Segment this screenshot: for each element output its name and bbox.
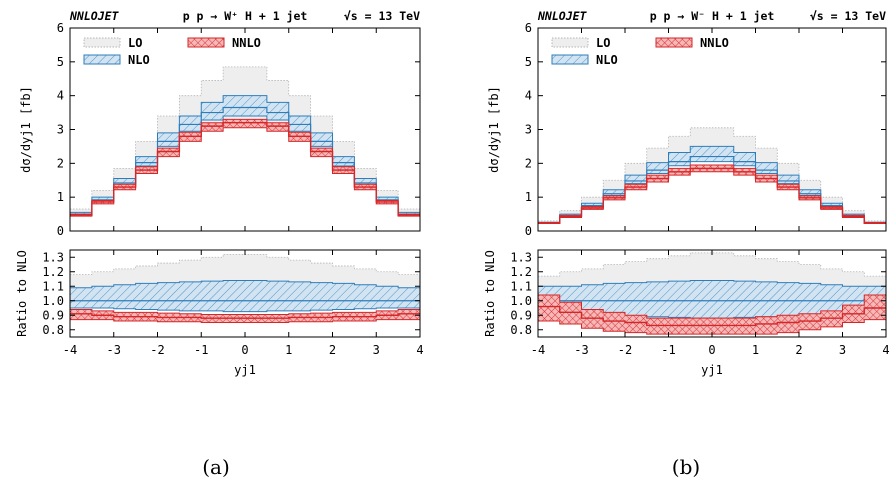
legend-nlo-hatch [552,55,588,64]
x-tick-label: -1 [194,343,208,357]
legend-nnlo-label: NNLO [700,36,729,50]
legend-lo-swatch [83,37,121,48]
x-tick-label: 0 [241,343,248,357]
x-tick-label: -4 [63,343,77,357]
main-plot-area [70,66,420,217]
energy-label: √s = 13 TeV [810,9,886,23]
x-tick-label: 2 [329,343,336,357]
ratio-y-tick-label: 0.8 [42,323,64,337]
y-tick-label: 0 [57,224,64,238]
ratio-y-tick-label: 1.0 [42,294,64,308]
brand-label: NNLOJET [69,9,120,23]
nlo-hatch [70,95,420,215]
ratio-y-tick-label: 1.1 [42,279,64,293]
ratio-nnlo-hatch [538,294,886,335]
x-axis-label: yj1 [234,363,256,377]
x-tick-label: 2 [795,343,802,357]
x-tick-label: -1 [661,343,675,357]
ratio-y-tick-label: 1.2 [510,265,532,279]
ratio-nnlo-line [70,313,420,319]
y-tick-label: 0 [525,224,532,238]
y-tick-label: 3 [57,123,64,137]
y-tick-label: 1 [57,190,64,204]
nnlo-hatch [70,119,420,217]
legend-nlo-label: NLO [128,53,150,67]
ratio-y-axis-label: Ratio to NLO [15,250,29,337]
nnlo-central-line [538,167,886,224]
x-tick-label: -2 [618,343,632,357]
ratio-nlo-hatch [538,280,886,319]
x-tick-label: 1 [285,343,292,357]
y-tick-label: 4 [525,89,532,103]
lo-band [70,66,420,217]
y-tick-label: 4 [57,89,64,103]
ratio-y-axis-label: Ratio to NLO [483,250,497,337]
ratio-y-tick-label: 1.3 [42,250,64,264]
nnlo-central-line [70,122,420,216]
x-tick-label: 0 [708,343,715,357]
x-tick-label: 3 [839,343,846,357]
nnlo-hatch [538,165,886,224]
x-tick-label: -2 [150,343,164,357]
panel-a: NNLOJET p p → W⁺ H + 1 jet √s = 13 TeV 0 1 2 3… [15,9,424,479]
ratio-y-tick-label: 0.9 [42,308,64,322]
x-tick-label: 4 [416,343,423,357]
panel-caption: (a) [202,455,230,479]
legend-nnlo-label: NNLO [232,36,261,50]
nnlo-band [70,118,420,217]
panel-caption: (b) [672,455,700,479]
energy-label: √s = 13 TeV [344,9,420,23]
legend-nlo-label: NLO [596,53,618,67]
y-tick-label: 6 [525,21,532,35]
y-axis-label: dσ/dyj1 [fb] [487,86,501,173]
ratio-y-tick-label: 0.8 [510,323,532,337]
y-axis-label: dσ/dyj1 [fb] [19,86,33,173]
y-tick-label: 6 [57,21,64,35]
ratio-nlo-hatch [70,280,420,312]
legend-nlo-hatch [84,55,120,64]
legend-lo-swatch [551,37,589,48]
nnlo-band [538,164,886,225]
brand-label: NNLOJET [537,9,588,23]
ratio-plot-area [538,252,886,335]
y-tick-label: 2 [57,156,64,170]
x-tick-label: -3 [574,343,588,357]
x-axis-label: yj1 [701,363,723,377]
ratio-y-tick-label: 0.9 [510,308,532,322]
legend-lo-label: LO [128,36,142,50]
ratio-y-tick-label: 1.1 [510,279,532,293]
x-tick-label: -3 [107,343,121,357]
process-label: p p → W⁻ H + 1 jet [650,9,775,23]
y-tick-label: 5 [525,55,532,69]
x-tick-label: 1 [752,343,759,357]
ratio-y-tick-label: 1.0 [510,294,532,308]
x-tick-label: 4 [882,343,889,357]
nlo-hatch [538,146,886,224]
panel-b: NNLOJET p p → W⁻ H + 1 jet √s = 13 TeV 0 1 2 3… [483,9,890,479]
y-tick-label: 3 [525,123,532,137]
ratio-plot-area [70,253,420,323]
x-tick-label: 3 [373,343,380,357]
main-plot-frame [69,27,421,232]
y-tick-label: 1 [525,190,532,204]
ratio-y-tick-label: 1.2 [42,265,64,279]
legend-nnlo-hatch [656,38,692,47]
process-label: p p → W⁺ H + 1 jet [183,9,308,23]
ratio-nnlo-hatch [70,309,420,323]
legend-lo-label: LO [596,36,610,50]
y-tick-label: 2 [525,156,532,170]
main-plot-area [538,127,886,225]
ratio-y-tick-label: 1.3 [510,250,532,264]
ratio-nnlo-line [538,305,886,327]
y-tick-label: 5 [57,55,64,69]
legend-nnlo-hatch [188,38,224,47]
x-tick-label: -4 [531,343,545,357]
